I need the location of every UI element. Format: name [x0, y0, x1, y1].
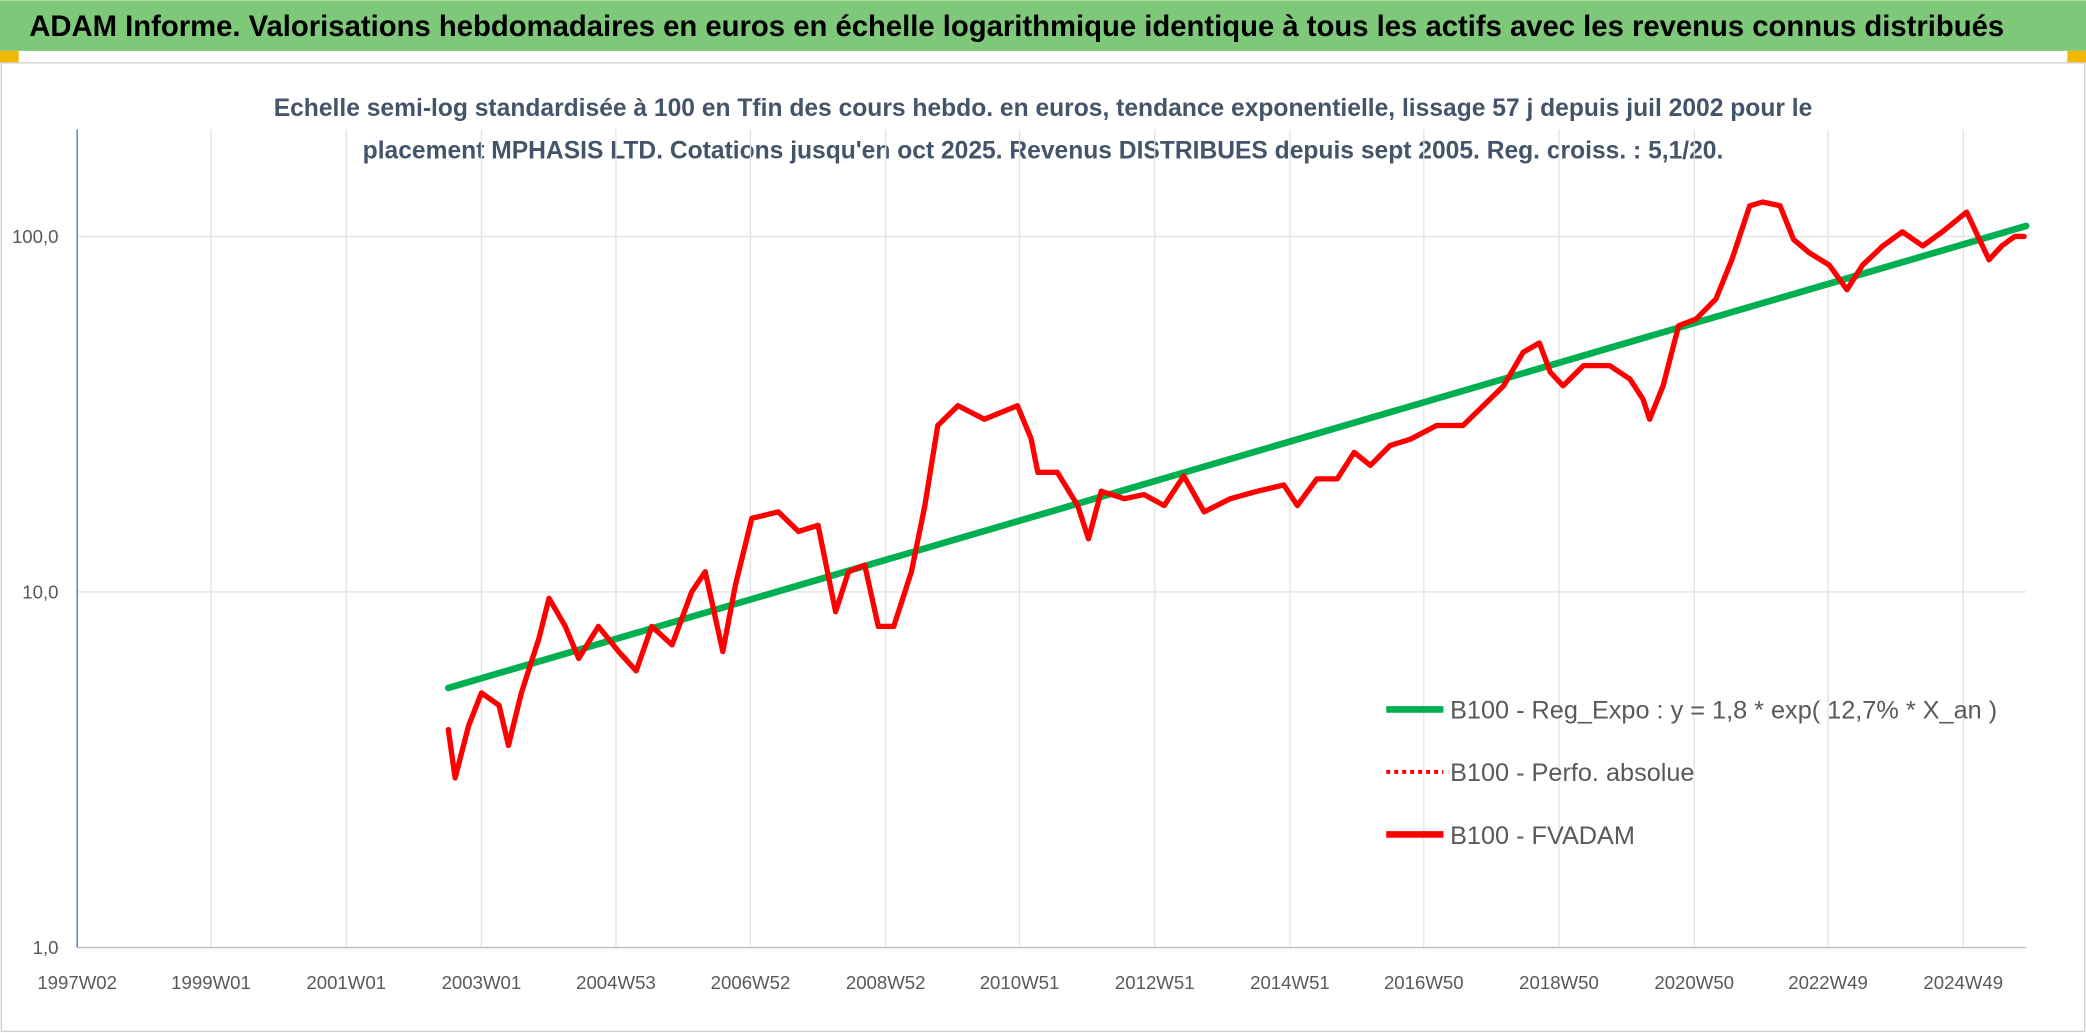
chart-panel — [0, 62, 2086, 1033]
x-tick-label: 2018W50 — [1519, 972, 1599, 993]
subtitle: placement MPHASIS LTD. Cotations jusqu'e… — [363, 138, 1724, 165]
x-tick-label: 2004W53 — [576, 972, 656, 993]
x-tick-label: 1999W01 — [171, 972, 251, 993]
x-tick-label: 2008W52 — [846, 972, 926, 993]
x-tick-label: 2001W01 — [306, 972, 386, 993]
x-tick-label: 2014W51 — [1250, 972, 1330, 993]
grid — [76, 129, 2027, 949]
y-tick-label: 100,0 — [12, 226, 59, 247]
y-tick-label: 10,0 — [22, 582, 58, 603]
series-line — [445, 199, 2027, 781]
header-bar — [0, 0, 2086, 51]
header-title: ADAM Informe. Valorisations hebdomadaire… — [29, 11, 2004, 43]
plot-lines — [445, 199, 2030, 781]
corner-mark — [0, 50, 19, 63]
x-tick-label: 2016W50 — [1384, 972, 1464, 993]
legend: B100 - Reg_Expo : y = 1,8 * exp( 12,7% *… — [1386, 697, 1997, 850]
y-tick-label: 1,0 — [33, 937, 59, 958]
legend-label: B100 - Reg_Expo : y = 1,8 * exp( 12,7% *… — [1450, 697, 1997, 725]
legend-label: B100 - Perfo. absolue — [1450, 759, 1694, 787]
x-tick-label: 2012W51 — [1115, 972, 1195, 993]
legend-label: B100 - FVADAM — [1450, 822, 1635, 850]
subtitle: Echelle semi-log standardisée à 100 en T… — [274, 95, 1813, 122]
x-tick-label: 2022W49 — [1788, 972, 1868, 993]
axes: 1,0 10,0 100,0 1997W02 1999W01 2001W01 2003W01… — [12, 129, 2027, 993]
corner-mark — [2067, 50, 2086, 63]
x-tick-label: 2003W01 — [442, 972, 522, 993]
x-tick-label: 2006W52 — [711, 972, 791, 993]
x-tick-label: 2020W50 — [1654, 972, 1734, 993]
x-tick-label: 2010W51 — [980, 972, 1060, 993]
x-tick-label: 1997W02 — [37, 972, 117, 993]
x-tick-label: 2024W49 — [1923, 972, 2003, 993]
